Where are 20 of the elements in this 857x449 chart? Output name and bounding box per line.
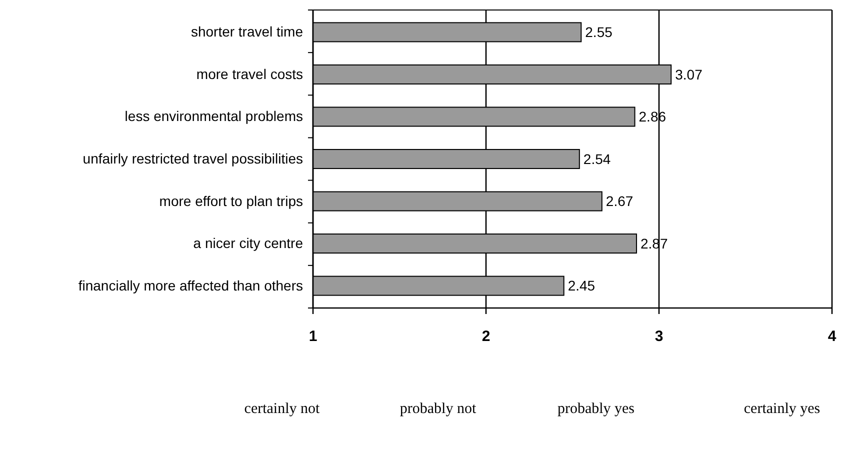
data-label: 2.54 xyxy=(583,150,611,167)
x-tick-label: 3 xyxy=(654,328,664,345)
y-tick-label: financially more affected than others xyxy=(78,277,303,294)
y-tick-label: more travel costs xyxy=(196,66,303,82)
x-tick-label: 2 xyxy=(482,328,490,345)
y-tick-label: more effort to plan trips xyxy=(159,192,303,209)
data-label: 2.55 xyxy=(585,24,613,40)
data-label: 3.07 xyxy=(675,66,703,82)
text: certainly yes xyxy=(744,401,820,417)
y-tick-label: a nicer city centre xyxy=(193,235,304,252)
text: probably not xyxy=(400,401,477,417)
x-tick-label: 4 xyxy=(828,328,837,345)
data-label: 2.45 xyxy=(568,278,596,294)
y-tick-label: less environmental problems xyxy=(124,108,303,124)
x-tick-label: 1 xyxy=(308,328,318,345)
data-label: 2.67 xyxy=(606,193,634,210)
text: probably yes xyxy=(557,401,635,417)
text: certainly not xyxy=(244,401,321,417)
y-tick-label: shorter travel time xyxy=(190,24,304,40)
y-tick-label: unfairly restricted travel possibilities xyxy=(82,150,303,166)
